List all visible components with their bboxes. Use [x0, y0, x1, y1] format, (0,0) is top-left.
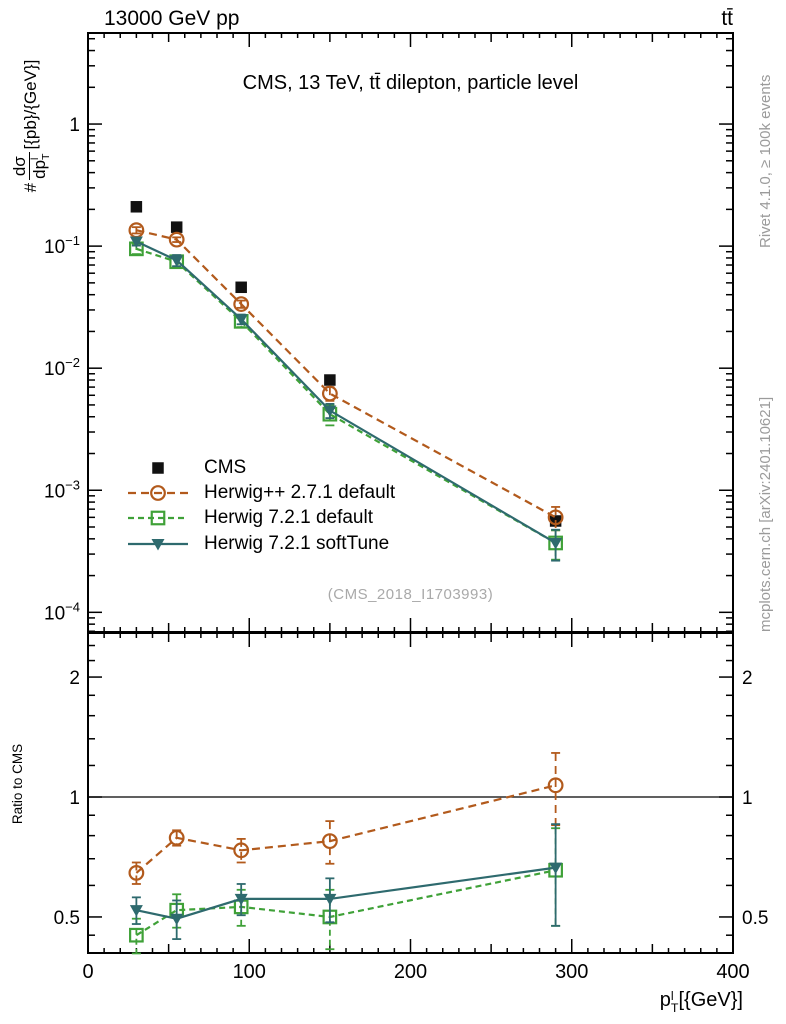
main-y-tick-label: 1	[69, 115, 80, 136]
data-marker	[170, 255, 184, 267]
data-marker	[547, 777, 564, 794]
main-y-tick-label: 10−1	[44, 233, 80, 258]
data-marker	[235, 281, 247, 294]
plot-title: CMS, 13 TeV, tt̄ dilepton, particle leve…	[242, 72, 579, 94]
x-tick-label: 400	[716, 961, 749, 983]
legend-label: Herwig++ 2.7.1 default	[204, 482, 396, 504]
x-axis-label: p l T [{GeV}]	[659, 988, 743, 1016]
data-marker	[321, 385, 338, 402]
data-marker	[168, 231, 185, 248]
axis-tick-labels: 0 100 200 300 400 1 10−1 10−2 10−3 10−4 2 2 1 1 0.5 0.5	[44, 115, 768, 983]
data-marker	[323, 405, 337, 418]
legend-marker	[152, 461, 164, 474]
legend-entry: Herwig 7.2.1 default	[126, 506, 395, 531]
data-marker	[129, 905, 143, 917]
data-marker	[129, 236, 143, 249]
data-marker	[234, 314, 248, 326]
data-marker	[233, 296, 250, 312]
ylabel-fraction: dσ dp l T	[10, 152, 52, 180]
legend-entry: CMS	[126, 455, 395, 480]
data-marker	[233, 842, 250, 859]
data-marker	[549, 537, 563, 550]
data-marker	[151, 538, 165, 551]
x-tick-label: 300	[555, 961, 588, 983]
legend-entry: Herwig 7.2.1 softTune	[126, 531, 395, 556]
series-line	[135, 784, 556, 874]
main-y-tick-label: 10−3	[44, 477, 80, 502]
data-marker	[152, 461, 164, 474]
legend-marker	[128, 485, 188, 501]
series-herwig-7-2-1-softtune-main	[129, 236, 563, 562]
main-y-tick-label: 10−2	[44, 355, 80, 380]
series-herwig-7-2-1-default-ratio	[129, 827, 563, 955]
data-marker	[547, 509, 564, 526]
legend-label: Herwig 7.2.1 default	[204, 507, 373, 529]
data-marker	[150, 511, 166, 526]
data-marker	[321, 833, 338, 850]
data-marker	[324, 374, 336, 386]
rivet-version-label: Rivet 4.1.0, ≥ 100k events	[757, 74, 774, 248]
series-line	[135, 869, 556, 937]
mcplots-arxiv-label: mcplots.cern.ch [arXiv:2401.10621]	[757, 396, 774, 632]
axis-ticks	[87, 33, 734, 953]
main-y-axis-label: # dσ dp l T [{pb}/{GeV}]	[10, 26, 52, 226]
analysis-id-watermark: (CMS_2018_I1703993)	[327, 586, 494, 603]
legend-label: Herwig 7.2.1 softTune	[204, 532, 390, 554]
data-marker	[129, 927, 144, 943]
data-marker	[130, 201, 143, 213]
series-line	[136, 866, 556, 920]
legend-label: CMS	[204, 456, 247, 478]
data-marker	[170, 913, 184, 926]
data-marker	[150, 485, 166, 501]
ratio-y-tick-label-right: 2	[742, 668, 753, 689]
ratio-y-tick-label-right: 0.5	[742, 908, 768, 929]
legend-marker	[128, 511, 188, 526]
x-tick-label: 100	[233, 961, 266, 983]
data-marker	[234, 893, 248, 906]
legend-marker	[128, 538, 188, 551]
process-label: tt̄	[721, 7, 733, 30]
ylabel-units: [{pb}/{GeV}]	[20, 59, 40, 150]
ratio-y-tick-label-left: 0.5	[54, 908, 80, 929]
main-y-tick-label: 10−4	[44, 599, 80, 624]
x-tick-label: 200	[394, 961, 427, 983]
ratio-y-tick-label-left: 1	[69, 788, 80, 809]
data-marker	[170, 221, 183, 233]
ylabel-prefix: #	[20, 182, 40, 193]
data-marker	[323, 893, 337, 906]
ratio-y-tick-label-right: 1	[742, 788, 753, 809]
series-herwig-7-2-1-softtune-ratio	[129, 823, 563, 940]
data-marker	[168, 829, 185, 846]
x-tick-label: 0	[82, 961, 93, 983]
legend: CMS Herwig++ 2.7.1 default Herwig 7.2.1 de…	[126, 455, 395, 557]
ratio-y-axis-label: Ratio to CMS	[10, 743, 25, 825]
ratio-y-tick-label-left: 2	[69, 668, 80, 689]
beam-energy-label: 13000 GeV pp	[104, 7, 240, 30]
data-marker	[549, 862, 563, 875]
legend-entry: Herwig++ 2.7.1 default	[126, 480, 395, 505]
data-marker	[128, 864, 145, 881]
series-herwig-2-7-1-default-ratio	[128, 752, 564, 885]
